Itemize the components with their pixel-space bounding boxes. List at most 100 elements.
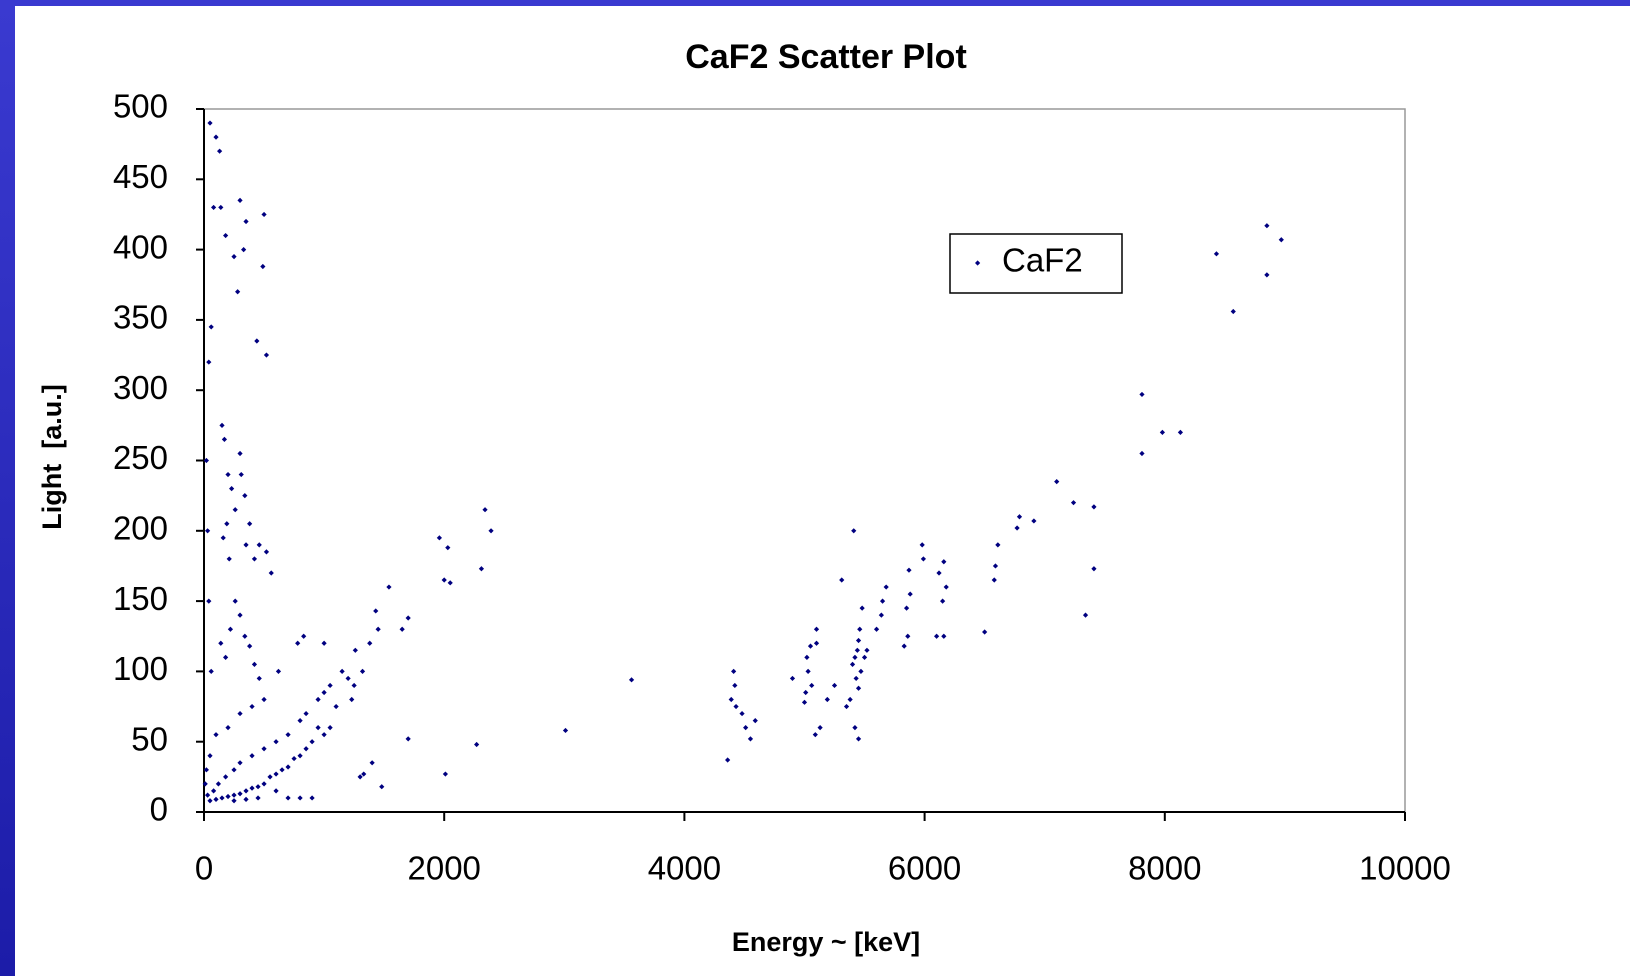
point <box>261 746 267 752</box>
point <box>367 640 373 646</box>
point <box>824 696 830 703</box>
x-tick-label: 8000 <box>1128 850 1201 887</box>
y-tick-label: 0 <box>150 791 168 828</box>
point <box>1159 429 1165 435</box>
legend-marker <box>975 260 981 266</box>
point <box>224 521 230 527</box>
point <box>1014 525 1020 531</box>
point <box>405 615 411 621</box>
point <box>243 218 249 225</box>
point <box>352 647 358 653</box>
point <box>441 577 447 583</box>
point <box>243 788 249 794</box>
point <box>203 767 210 773</box>
point <box>273 739 279 745</box>
point <box>303 746 309 752</box>
point <box>478 566 485 572</box>
point <box>256 675 262 682</box>
point <box>315 696 321 703</box>
point <box>859 605 865 611</box>
point <box>285 764 291 770</box>
point <box>812 732 818 738</box>
point <box>739 710 745 717</box>
point <box>857 626 863 632</box>
point <box>803 689 809 696</box>
point <box>1177 429 1184 435</box>
point <box>232 598 238 604</box>
point <box>205 528 211 534</box>
point <box>405 736 411 742</box>
point <box>285 732 291 738</box>
point <box>801 699 808 705</box>
point <box>243 796 249 802</box>
point <box>207 798 213 804</box>
point <box>237 760 243 766</box>
point <box>211 788 217 794</box>
x-tick-label: 2000 <box>407 850 480 887</box>
point <box>855 637 862 644</box>
point <box>943 584 949 590</box>
point <box>219 795 225 801</box>
point <box>1082 612 1089 618</box>
point <box>752 718 758 724</box>
y-axis-title: Light [a.u.] <box>37 384 67 529</box>
point <box>225 793 231 800</box>
point <box>273 771 279 777</box>
point <box>303 710 309 717</box>
point <box>905 633 911 639</box>
point <box>247 643 253 649</box>
point <box>273 788 279 794</box>
point <box>386 584 392 590</box>
point <box>309 795 315 801</box>
point <box>982 629 988 635</box>
point <box>263 352 270 358</box>
point <box>855 685 862 691</box>
point <box>321 732 327 738</box>
point <box>907 591 913 597</box>
y-tick-label: 200 <box>113 510 168 547</box>
point <box>237 197 243 203</box>
point <box>279 767 285 773</box>
point <box>1278 237 1284 243</box>
point <box>223 232 229 239</box>
point <box>1091 566 1097 572</box>
point <box>237 710 243 717</box>
point <box>256 542 262 548</box>
point <box>852 725 858 731</box>
y-tick-label: 100 <box>113 650 168 687</box>
point <box>445 545 451 551</box>
point <box>242 633 248 639</box>
point <box>817 725 823 731</box>
point <box>225 725 231 731</box>
x-tick-label: 10000 <box>1359 850 1451 887</box>
y-tick-label: 350 <box>113 299 168 336</box>
point <box>251 556 258 562</box>
y-tick-label: 250 <box>113 439 168 476</box>
point <box>333 703 339 710</box>
point <box>941 633 947 639</box>
point <box>992 563 999 569</box>
point <box>213 732 219 738</box>
point <box>805 668 811 674</box>
legend-label: CaF2 <box>1002 242 1083 279</box>
point <box>208 324 214 330</box>
point <box>1070 500 1077 506</box>
point <box>229 486 235 492</box>
point <box>206 598 212 604</box>
point <box>206 359 212 365</box>
point <box>221 436 228 443</box>
point <box>261 211 267 218</box>
point <box>357 774 363 780</box>
point <box>1139 450 1145 457</box>
point <box>213 134 219 140</box>
point <box>807 643 814 649</box>
point <box>327 682 333 689</box>
point <box>747 736 754 742</box>
point <box>809 682 815 689</box>
point <box>839 577 845 583</box>
point <box>361 771 367 777</box>
point <box>297 753 303 759</box>
point <box>474 741 480 748</box>
point <box>291 755 297 762</box>
point <box>226 556 232 562</box>
